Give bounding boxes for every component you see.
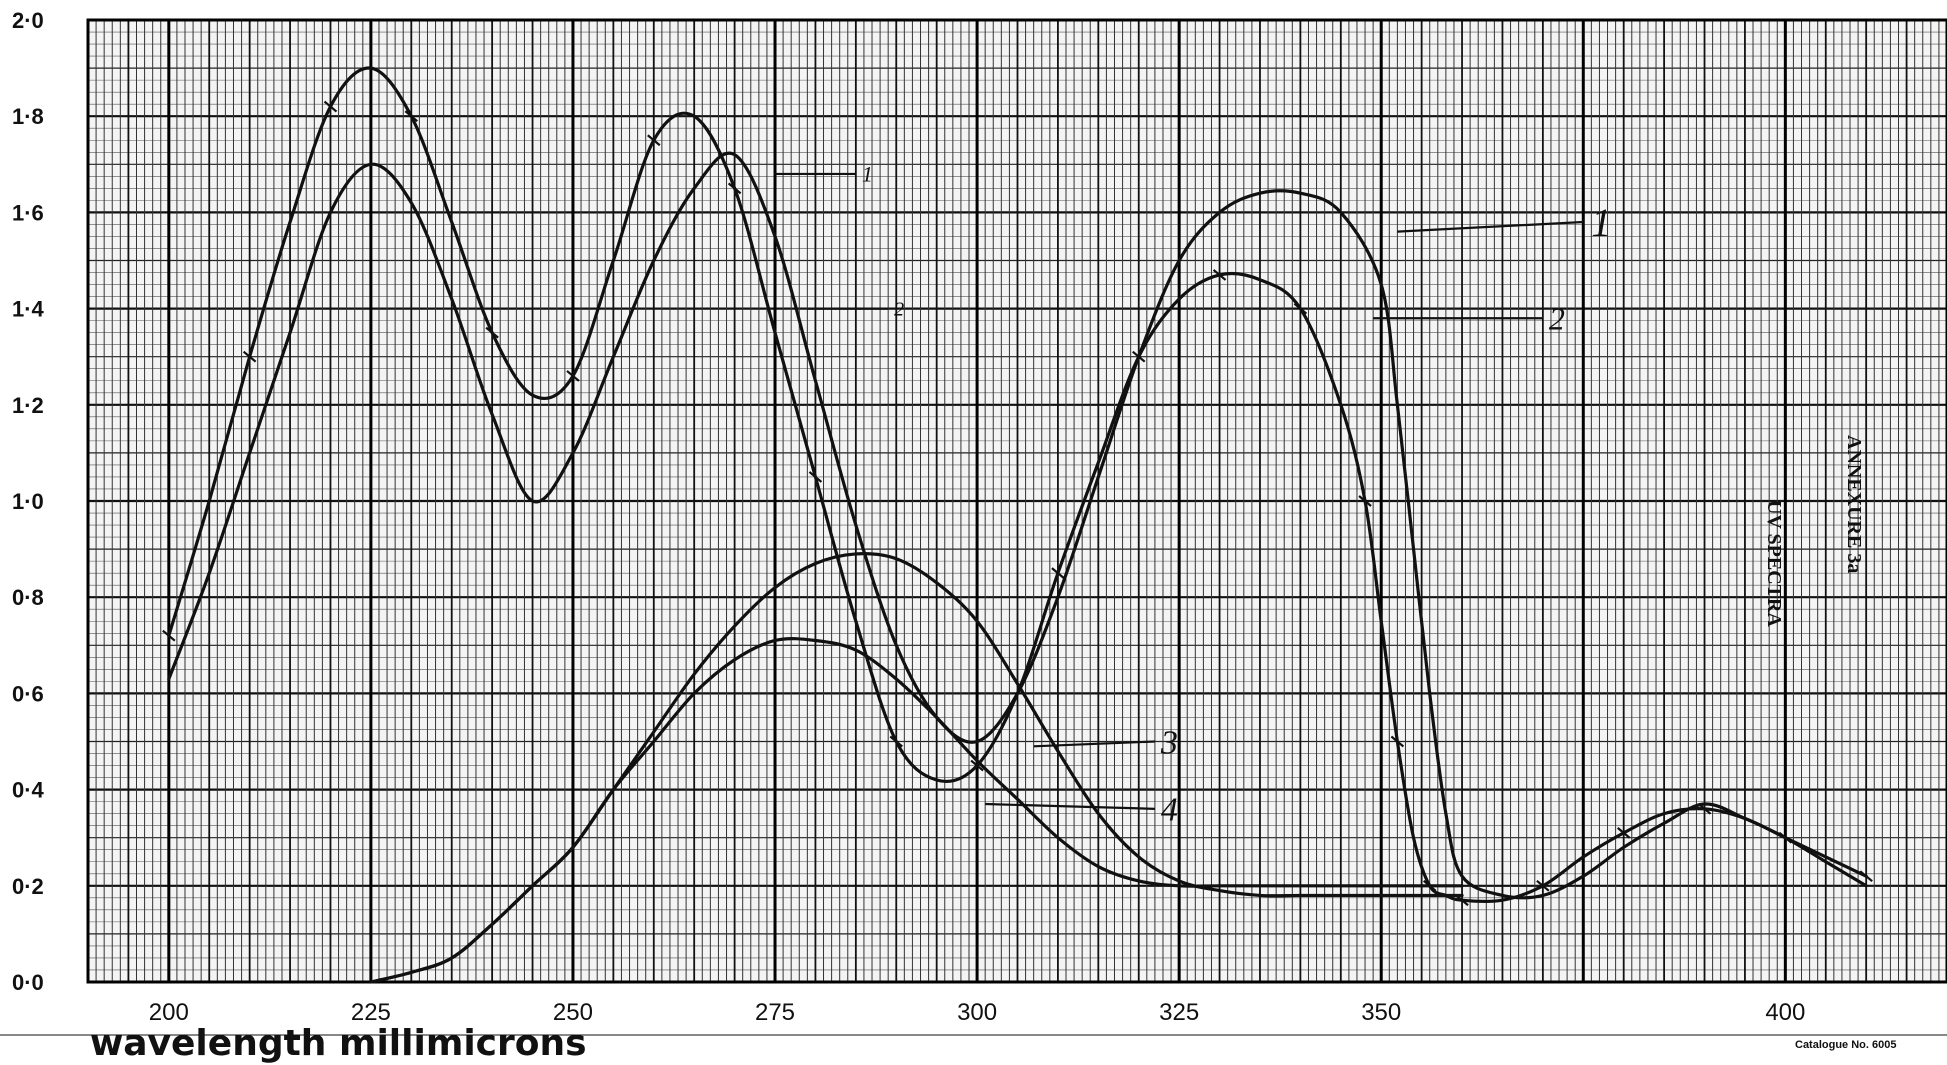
curve-tag-3: 3: [1160, 724, 1178, 761]
series-point-2: [1212, 269, 1227, 281]
series-point-2: [1616, 827, 1631, 839]
x-tick-label: 200: [149, 999, 189, 1026]
curve-tag-1: 1: [1591, 200, 1611, 245]
series-point-2: [404, 110, 419, 123]
curves: [162, 66, 1873, 984]
y-tick-label: 1·0: [12, 489, 44, 514]
x-tick-label: 250: [553, 999, 593, 1026]
y-tick-label: 1·4: [12, 297, 45, 322]
series-line-4: [369, 637, 1464, 984]
y-tick-label: 1·8: [12, 104, 44, 129]
series-point-2: [162, 629, 176, 642]
y-tick-label: 0·0: [12, 970, 44, 995]
plot-frame: [86, 18, 1947, 984]
x-tick-label: 400: [1765, 999, 1805, 1026]
series-point-2: [889, 735, 903, 748]
series-point-2: [970, 759, 984, 772]
series-line-1: [167, 151, 1868, 900]
leader-line-4: [985, 802, 1155, 810]
side-label-annexure: ANNEXURE 3a: [1843, 435, 1865, 573]
curve-leaders: 1 2 1 2 3 4: [775, 162, 1611, 829]
series-point-2: [1358, 495, 1372, 507]
y-tick-label: 0·8: [12, 585, 44, 610]
x-tick-label: 325: [1159, 999, 1199, 1026]
side-label-uv-spectra: UV SPECTRA: [1763, 500, 1785, 627]
series-point-2: [647, 134, 661, 147]
x-tick-label: 350: [1361, 999, 1401, 1026]
series-line-2: [167, 66, 1868, 904]
series-point-2: [1390, 735, 1405, 748]
series-point-2: [727, 182, 742, 195]
series-point-2: [1293, 302, 1308, 315]
series-point-2: [1697, 802, 1712, 815]
series-point-2: [1132, 350, 1146, 363]
x-tick-label: 300: [957, 999, 997, 1026]
tick-labels: 0·0 0·2 0·4 0·6 0·8 1·0 1·2 1·4 1·6 1·8 2·0 200 225 2…: [12, 8, 1805, 1026]
axes: [0, 18, 1947, 1036]
series-point-2: [808, 471, 823, 483]
series-point-2: [566, 370, 580, 382]
y-tick-label: 0·4: [12, 778, 45, 803]
leader-line-1: [1397, 220, 1584, 233]
y-tick-label: 0·6: [12, 681, 44, 706]
y-tick-label: 1·6: [12, 200, 44, 225]
series-point-2: [242, 350, 257, 363]
catalogue-note: Catalogue No. 6005: [1795, 1039, 1896, 1051]
y-tick-label: 1·2: [12, 393, 44, 418]
curve-tag-2: 2: [894, 299, 904, 321]
curve-tag-1: 1: [862, 162, 873, 187]
x-tick-label: 225: [351, 999, 391, 1026]
series-point-2: [1859, 870, 1873, 883]
series-point-2: [1778, 831, 1793, 844]
y-tick-label: 2·0: [12, 8, 44, 33]
curve-tag-2: 2: [1549, 300, 1565, 336]
curve-tag-4: 4: [1161, 792, 1178, 829]
series-point-2: [323, 100, 338, 113]
series-point-2: [1051, 567, 1065, 579]
y-tick-label: 0·2: [12, 874, 44, 899]
series-point-2: [485, 326, 499, 339]
x-tick-label: 275: [755, 999, 795, 1026]
leader-line-3: [1033, 740, 1155, 748]
x-axis-label: wavelength millimicrons: [90, 1023, 587, 1064]
series-point-2: [1536, 879, 1550, 892]
